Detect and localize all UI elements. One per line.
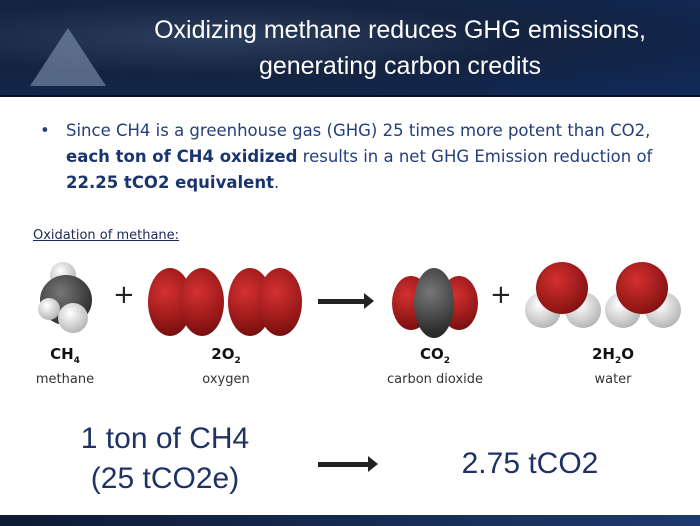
slide-title: Oxidizing methane reduces GHG emissions,… — [154, 16, 646, 80]
water-label: water — [594, 372, 632, 387]
oxygen-label: oxygen — [202, 372, 250, 387]
bullet-bold-text: 22.25 tCO2 equivalent — [66, 173, 274, 192]
reaction-arrow-icon — [318, 293, 374, 309]
bullet-point: • Since CH4 is a greenhouse gas (GHG) 25… — [40, 118, 690, 196]
conversion-arrow-icon — [318, 456, 378, 472]
methane-co2e: (25 tCO2e) — [90, 462, 240, 495]
oxygen-formula: 2O2 — [211, 345, 241, 366]
methane-amount: 1 ton of CH4 — [80, 422, 250, 455]
water-formula: 2H2O — [591, 345, 635, 366]
co2-formula: CO2 — [419, 345, 451, 366]
slide-footer-bar — [0, 515, 700, 526]
bullet-bold-text: each ton of CH4 oxidized — [66, 147, 298, 166]
methane-formula: CH4 — [50, 345, 80, 366]
plus-sign: + — [113, 280, 135, 310]
slide-header: Oxidizing methane reduces GHG emissions,… — [0, 0, 700, 97]
methane-label: methane — [35, 372, 95, 387]
subheading: Oxidation of methane: — [33, 228, 180, 243]
co2-label: carbon dioxide — [386, 372, 483, 387]
bullet-icon: • — [40, 121, 50, 140]
bullet-text: results in a net GHG Emission reduction … — [297, 147, 653, 166]
bullet-text: . — [273, 173, 280, 192]
company-logo-icon — [30, 28, 106, 86]
co2-amount: 2.75 tCO2 — [461, 447, 599, 480]
plus-sign: + — [490, 280, 512, 310]
bullet-text: Since CH4 is a greenhouse gas (GHG) 25 t… — [66, 121, 651, 140]
